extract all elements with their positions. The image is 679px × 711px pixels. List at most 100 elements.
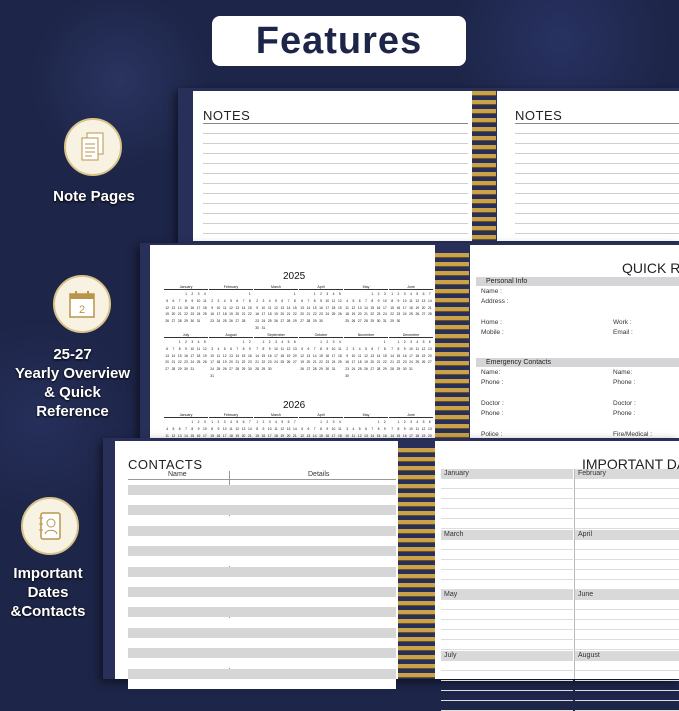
- month-name: June: [389, 285, 433, 290]
- doctor-field[interactable]: Doctor :: [481, 400, 504, 407]
- contact-row[interactable]: [128, 556, 396, 567]
- month-header: June: [575, 590, 679, 600]
- day-grid: 1234567891011121314151617181920212223242…: [300, 420, 342, 438]
- month-calendar: September 1 2 3 4 5 6 7 8 9 10 11 12 13 14 15 16 17 18 19 20…: [254, 333, 298, 371]
- month-header: July: [441, 650, 573, 661]
- doctor-field[interactable]: Doctor :: [613, 400, 636, 407]
- month-calendar: March 12345678910111213141516171819202122…: [254, 413, 298, 440]
- contact-row[interactable]: [128, 648, 396, 659]
- notes-right-title: NOTES: [515, 108, 563, 123]
- month-name: January: [164, 285, 208, 290]
- contact-row[interactable]: [128, 607, 396, 618]
- contact-row[interactable]: [128, 566, 396, 577]
- contact-row[interactable]: [128, 678, 396, 689]
- month-lines[interactable]: [441, 539, 573, 590]
- yearly-overview-page: 2025 2026 January 1 2 3 4 5 6 7 8 9 10 11 12 13 14 15 16…: [150, 245, 435, 440]
- month-lines[interactable]: [441, 660, 573, 711]
- work-field[interactable]: Work :: [613, 319, 632, 326]
- contact-row[interactable]: [128, 627, 396, 638]
- doctor-phone-field[interactable]: Phone :: [613, 410, 636, 417]
- email-field[interactable]: Email :: [613, 329, 633, 336]
- contact-row[interactable]: [128, 495, 396, 506]
- calendar-icon: 2: [53, 275, 111, 333]
- month-name: March: [254, 413, 298, 418]
- contact-row[interactable]: [128, 587, 396, 597]
- month-lines[interactable]: [575, 539, 679, 590]
- month-calendar: January 123456789101112131415161718192021…: [164, 413, 208, 440]
- month-name: April: [299, 285, 343, 290]
- quick-reference-title: QUICK RE: [622, 260, 679, 276]
- fire-medical-field[interactable]: Fire/Medical :: [613, 431, 653, 438]
- month-lines[interactable]: [575, 479, 679, 529]
- month-lines[interactable]: [575, 660, 679, 711]
- line: & Quick: [44, 384, 101, 401]
- month-calendar: November 1 2 3 4 5 6 7 8 9 10 11 12 13 14 15 16 17 18 19 20 2…: [344, 333, 388, 378]
- month-name: January: [164, 413, 208, 418]
- month-name: November: [344, 333, 388, 338]
- contact-row[interactable]: [128, 546, 396, 557]
- month-name: June: [389, 413, 433, 418]
- yearly-notebook: 2025 2026 January 1 2 3 4 5 6 7 8 9 10 11 12 13 14 15 16…: [140, 243, 679, 440]
- contact-row[interactable]: [128, 536, 396, 546]
- contact-row[interactable]: [128, 597, 396, 608]
- month-lines[interactable]: [441, 479, 573, 529]
- month-name: September: [254, 333, 298, 338]
- day-grid: 1234567891011121314151617181920212223242…: [345, 420, 387, 438]
- year-2025: 2025: [283, 271, 306, 282]
- police-field[interactable]: Police :: [481, 431, 503, 438]
- month-name: August: [209, 333, 253, 338]
- month-header: August: [575, 650, 679, 661]
- contact-row[interactable]: [128, 638, 396, 648]
- emergency-phone-field[interactable]: Phone :: [613, 379, 636, 386]
- mobile-field[interactable]: Mobile :: [481, 329, 504, 336]
- month-lines[interactable]: [575, 600, 679, 650]
- doctor-phone-field[interactable]: Phone :: [481, 410, 504, 417]
- month-calendar: October 1 2 3 4 5 6 7 8 9 10 11 12 13 14 15 16 17 18 19 20 21…: [299, 333, 343, 371]
- spiral-binding: [398, 448, 435, 679]
- month-calendar: August 1 2 3 4 5 6 7 8 9 10 11 12 13 14 15 16 17 18 19 20 21 2…: [209, 333, 253, 378]
- line: Reference: [36, 403, 109, 420]
- month-header: March: [441, 529, 573, 540]
- emergency-name-field[interactable]: Name:: [613, 369, 633, 376]
- notes-left-page: NOTES: [193, 91, 472, 241]
- month-calendar: December 1 2 3 4 5 6 7 8 9 10 11 12 13 14 15 16 17 18 19 20 2…: [389, 333, 433, 371]
- contact-row[interactable]: [128, 485, 396, 495]
- line: Important: [13, 565, 83, 582]
- month-name: March: [254, 285, 298, 290]
- month-name: May: [344, 285, 388, 290]
- month-name: October: [299, 333, 343, 338]
- month-name: February: [209, 285, 253, 290]
- month-calendar: February 1 2 3 4 5 6 7 8 9 10 11 12 13 14 15 16 17 18 19 20 2…: [209, 285, 253, 323]
- contact-row[interactable]: [128, 658, 396, 669]
- contact-row[interactable]: [128, 525, 396, 536]
- address-field[interactable]: Address :: [481, 298, 509, 305]
- home-field[interactable]: Home :: [481, 319, 502, 326]
- contact-row[interactable]: [128, 515, 396, 526]
- month-name: December: [389, 333, 433, 338]
- contact-row[interactable]: [128, 617, 396, 628]
- column-details: Details: [308, 471, 330, 478]
- contact-row[interactable]: [128, 668, 396, 679]
- emergency-name-field[interactable]: Name:: [481, 369, 501, 376]
- month-header: April: [575, 529, 679, 540]
- month-lines[interactable]: [441, 600, 573, 650]
- name-field[interactable]: Name :: [481, 288, 502, 295]
- contact-row[interactable]: [128, 505, 396, 516]
- emergency-phone-field[interactable]: Phone :: [481, 379, 504, 386]
- notes-left-title: NOTES: [203, 108, 251, 123]
- contact-row[interactable]: [128, 576, 396, 587]
- month-calendar: May 1234567891011121314151617181920212223…: [344, 413, 388, 440]
- month-header: January: [441, 469, 573, 479]
- month-name: July: [164, 333, 208, 338]
